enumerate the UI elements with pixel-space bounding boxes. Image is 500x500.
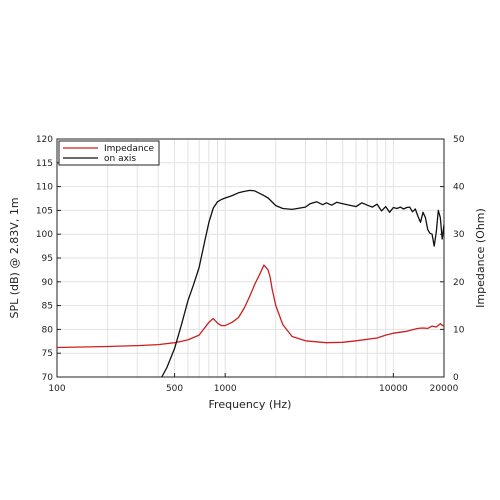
x-tick-label: 100	[48, 384, 65, 394]
y2-tick-label: 40	[453, 183, 465, 193]
y2-tick-label: 0	[453, 373, 459, 383]
x-tick-label: 500	[166, 384, 183, 394]
x-tick-label: 1000	[214, 384, 237, 394]
y-tick-label: 85	[42, 302, 53, 312]
legend: Impedance on axis	[58, 140, 160, 166]
y2-axis-title: Impedance (Ohm)	[474, 208, 487, 308]
y-tick-label: 80	[42, 325, 54, 335]
series-layer	[56, 189, 445, 378]
y2-tick-label: 50	[453, 135, 465, 145]
y-tick-label: 95	[42, 254, 53, 264]
y-tick-label: 90	[42, 278, 54, 288]
y-tick-label: 115	[36, 159, 53, 169]
y-axis-title: SPL (dB) @ 2.83V, 1m	[8, 197, 21, 318]
y-tick-label: 75	[42, 349, 53, 359]
y-tick-label: 105	[36, 206, 53, 216]
y-tick-label: 110	[36, 183, 53, 193]
ticks-layer: 70 75 80 85 90 95 100 105 110 115 120 0 10 20 30 40 50 10…	[36, 135, 465, 394]
y-tick-label: 120	[36, 135, 53, 145]
y2-tick-label: 20	[453, 278, 465, 288]
x-tick-label: 10000	[379, 384, 408, 394]
legend-box	[58, 140, 160, 166]
y2-tick-label: 30	[453, 230, 465, 240]
x-tick-label: 20000	[430, 384, 459, 394]
legend-label-impedance: Impedance	[104, 144, 155, 154]
y-tick-label: 100	[36, 230, 53, 240]
legend-label-on-axis: on axis	[104, 154, 136, 164]
y2-tick-label: 10	[453, 325, 465, 335]
series-line-impedance	[56, 264, 445, 349]
y-tick-label: 70	[42, 373, 54, 383]
series-line-on-axis	[161, 189, 445, 378]
x-axis-title: Frequency (Hz)	[209, 398, 292, 411]
